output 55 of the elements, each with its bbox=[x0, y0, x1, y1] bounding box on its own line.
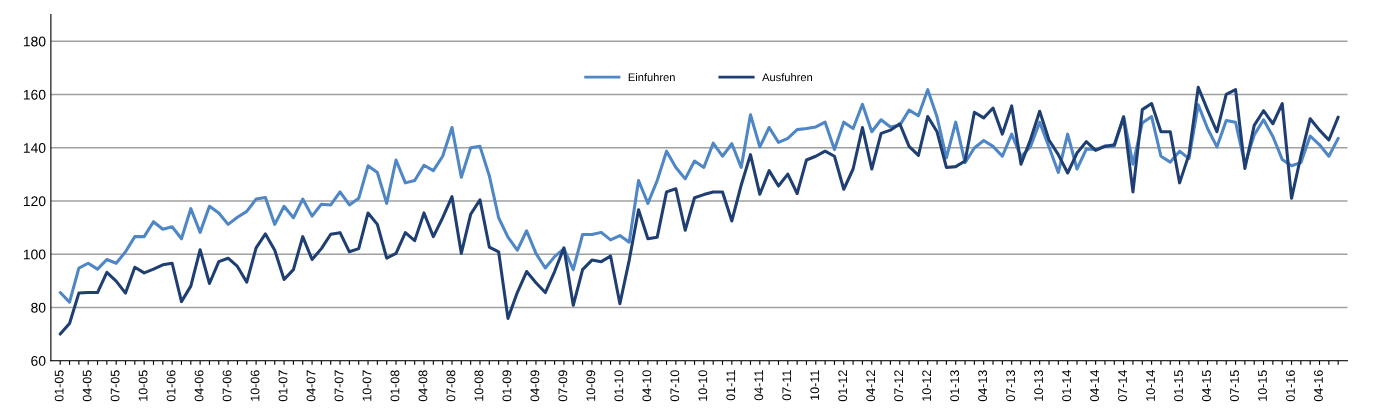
x-tick-label: 10-15 bbox=[1258, 370, 1267, 401]
x-tick-label: 04-06 bbox=[194, 370, 204, 402]
x-tick-label: 07-06 bbox=[222, 370, 232, 402]
x-tick-label: 04-12 bbox=[866, 370, 876, 402]
x-tick-label: 04-11 bbox=[754, 370, 764, 401]
legend-label: Einfuhren bbox=[628, 73, 675, 82]
x-tick-label: 10-13 bbox=[1034, 370, 1044, 401]
x-tick-label: 07-10 bbox=[670, 370, 680, 402]
x-tick-label: 07-05 bbox=[110, 370, 120, 402]
x-tick-label: 07-11 bbox=[782, 370, 792, 401]
x-tick-label: 07-13 bbox=[1006, 370, 1016, 402]
x-tick-label: 10-08 bbox=[474, 370, 484, 401]
x-tick-label: 04-05 bbox=[82, 370, 92, 402]
x-tick-label: 07-15 bbox=[1230, 370, 1239, 402]
x-tick-label: 01-05 bbox=[54, 370, 64, 402]
y-tick-label: 80 bbox=[31, 302, 46, 313]
x-tick-label: 01-10 bbox=[614, 370, 624, 402]
x-tick-label: 01-08 bbox=[390, 370, 400, 402]
x-tick-label: 07-07 bbox=[334, 370, 344, 402]
y-tick-label: 120 bbox=[23, 196, 46, 207]
y-tick-label: 140 bbox=[23, 143, 46, 153]
x-tick-label: 04-14 bbox=[1090, 370, 1099, 402]
x-tick-label: 04-07 bbox=[306, 370, 316, 402]
x-tick-label: 04-09 bbox=[530, 370, 540, 402]
x-tick-label: 10-05 bbox=[138, 370, 148, 401]
y-tick-label: 100 bbox=[23, 249, 46, 260]
x-tick-label: 01-11 bbox=[726, 370, 736, 401]
x-tick-label: 04-10 bbox=[642, 370, 652, 402]
x-tick-label: 04-08 bbox=[418, 370, 428, 402]
y-tick-label: 60 bbox=[31, 356, 46, 366]
x-tick-label: 07-12 bbox=[894, 370, 904, 402]
x-tick-label: 10-11 bbox=[810, 370, 820, 400]
x-tick-label: 07-14 bbox=[1118, 370, 1127, 402]
x-tick-label: 01-06 bbox=[166, 370, 176, 402]
legend-label: Ausfuhren bbox=[762, 73, 813, 82]
x-tick-label: 01-07 bbox=[278, 370, 288, 402]
x-tick-label: 01-12 bbox=[838, 370, 848, 402]
x-tick-label: 01-16 bbox=[1286, 370, 1295, 402]
x-tick-label: 01-14 bbox=[1062, 370, 1072, 402]
y-tick-label: 180 bbox=[23, 36, 46, 47]
x-tick-label: 01-09 bbox=[502, 370, 512, 402]
x-tick-label: 07-09 bbox=[558, 370, 568, 402]
x-tick-label: 10-12 bbox=[922, 370, 932, 401]
x-tick-label: 10-06 bbox=[250, 370, 260, 401]
x-tick-label: 10-14 bbox=[1146, 370, 1155, 401]
x-tick-label: 04-13 bbox=[978, 370, 988, 402]
x-tick-label: 10-09 bbox=[586, 370, 596, 401]
x-tick-label: 07-08 bbox=[446, 370, 456, 402]
x-tick-label: 04-15 bbox=[1202, 370, 1211, 402]
x-tick-label: 01-15 bbox=[1174, 370, 1183, 402]
y-tick-label: 160 bbox=[23, 89, 46, 100]
x-tick-label: 10-10 bbox=[698, 370, 708, 401]
x-tick-label: 10-07 bbox=[362, 370, 372, 401]
x-tick-label: 04-16 bbox=[1314, 370, 1323, 402]
x-tick-label: 01-13 bbox=[950, 370, 960, 402]
